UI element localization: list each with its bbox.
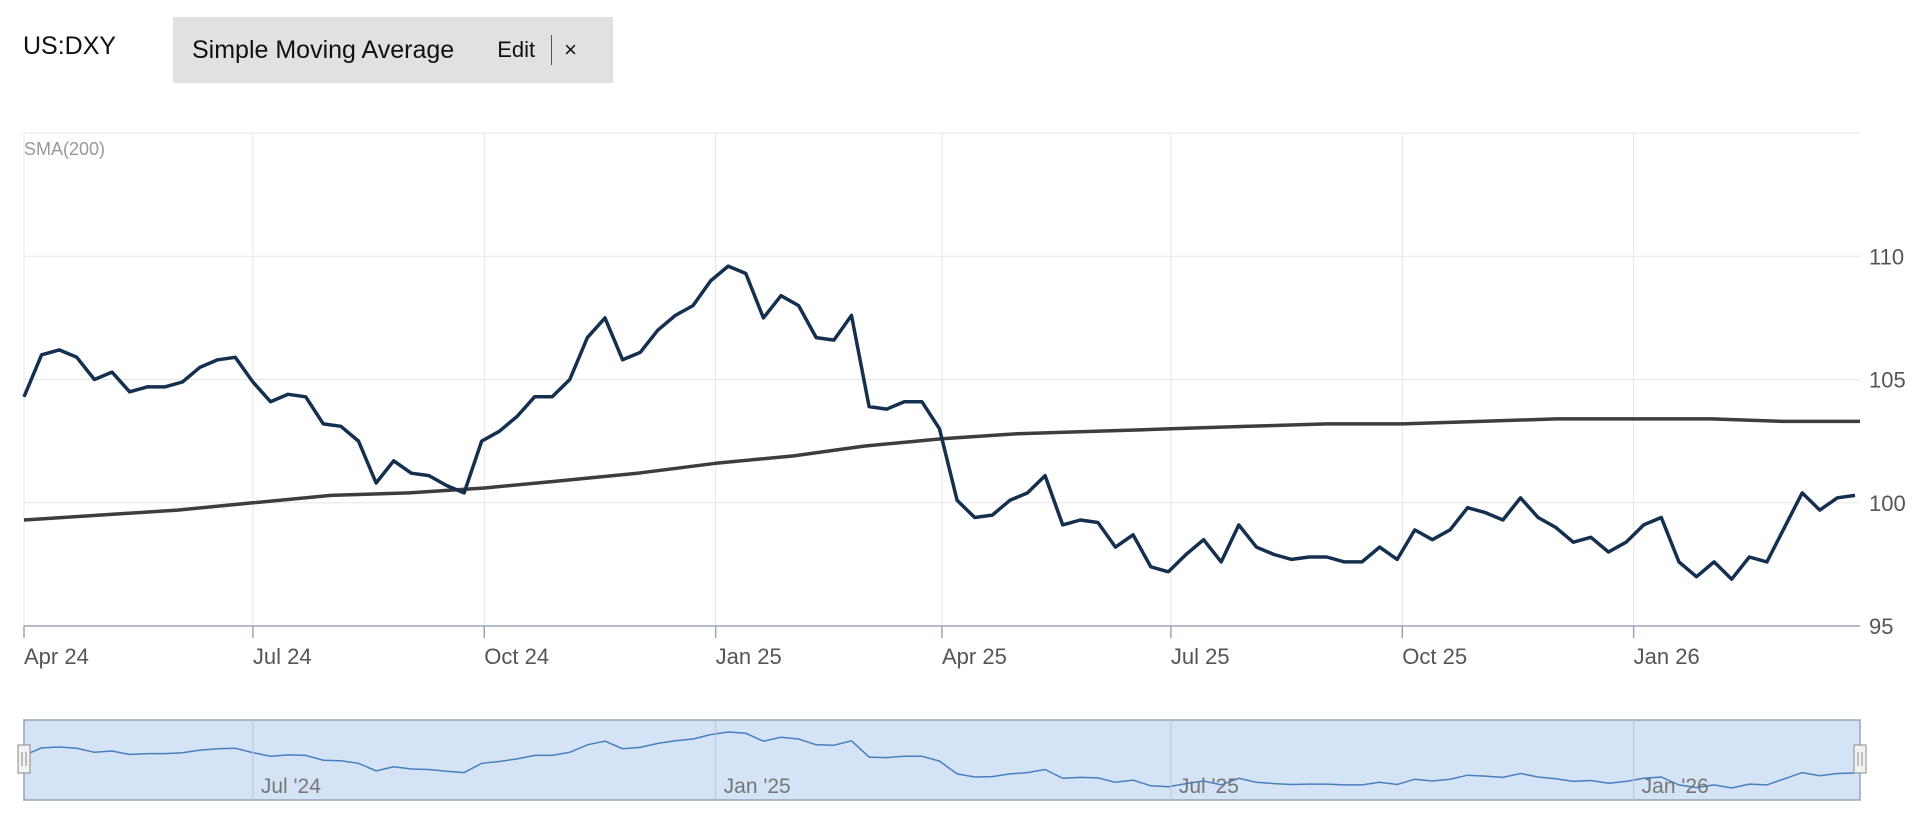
handle-grip [1853,744,1867,774]
indicator-label: SMA(200) [24,139,105,159]
remove-study-button[interactable]: × [564,37,577,62]
y-tick-label: 105 [1869,368,1906,393]
study-name[interactable]: Simple Moving Average [192,35,455,64]
navigator-tick-label: Jan '25 [724,775,791,798]
symbol-label: US:DXY [23,32,117,60]
navigator-tick-label: Jul '24 [261,775,321,798]
x-tick-label: Jul 25 [1171,644,1230,669]
axes: 95 100 105 110 Apr 24 Jul 24 Oct 24 Jan 25 Apr 2… [23,244,1906,669]
x-tick-label: Apr 24 [24,644,89,669]
series [22,264,1860,581]
edit-study-button[interactable]: Edit [497,37,536,62]
y-tick-label: 110 [1869,244,1904,269]
x-tick-label: Jan 25 [716,644,782,669]
navigator-right-handle[interactable] [1853,744,1867,774]
navigator-tick-label: Jan '26 [1642,775,1709,798]
study-chip: Simple Moving Average Edit × [173,17,613,83]
navigator[interactable]: Jul '24 Jan '25 Jul '25 Jan '26 [17,719,1867,801]
y-tick-label: 95 [1869,614,1893,639]
grid-lines [23,132,1860,626]
navigator-left-handle[interactable] [17,744,31,774]
x-tick-label: Oct 24 [484,644,549,669]
chip-separator [551,35,553,65]
x-tick-label: Apr 25 [942,644,1007,669]
navigator-tick-label: Jul '25 [1179,775,1239,798]
x-tick-label: Oct 25 [1402,644,1467,669]
price-line [22,264,1856,581]
x-tick-label: Jul 24 [253,644,312,669]
navigator-line [23,731,1856,789]
y-tick-label: 100 [1869,491,1906,516]
x-tick-label: Jan 26 [1634,644,1700,669]
handle-grip [17,744,31,774]
